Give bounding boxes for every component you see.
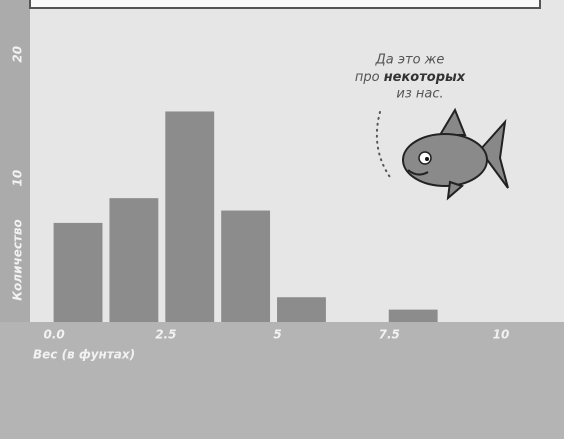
bar xyxy=(109,198,159,322)
y-tick-label: 10 xyxy=(11,170,25,187)
annotation: Да это же xyxy=(375,53,445,68)
bar xyxy=(388,309,438,322)
bar xyxy=(277,297,326,322)
bar xyxy=(53,222,103,322)
fish xyxy=(402,107,509,201)
pointer xyxy=(375,111,393,181)
top-box xyxy=(29,0,541,9)
annotation: про некоторых xyxy=(355,70,466,85)
bar xyxy=(165,111,215,322)
x-band xyxy=(0,322,564,439)
annotation-bold: некоторых xyxy=(384,70,466,85)
x-tick-label: 10 xyxy=(493,328,510,342)
bar xyxy=(221,210,271,322)
x-tick-label: 7.5 xyxy=(379,328,400,342)
y-axis-label: Количество xyxy=(11,219,25,301)
annotation: из нас. xyxy=(396,87,443,102)
x-tick-label: 2.5 xyxy=(155,328,176,342)
x-axis-label: Вес (в фунтах) xyxy=(33,348,135,362)
annotation: про xyxy=(355,70,380,85)
x-tick-label: 5 xyxy=(273,328,281,342)
y-tick-label: 20 xyxy=(11,46,25,63)
x-tick-label: 0.0 xyxy=(43,328,64,342)
y-band xyxy=(0,0,30,322)
